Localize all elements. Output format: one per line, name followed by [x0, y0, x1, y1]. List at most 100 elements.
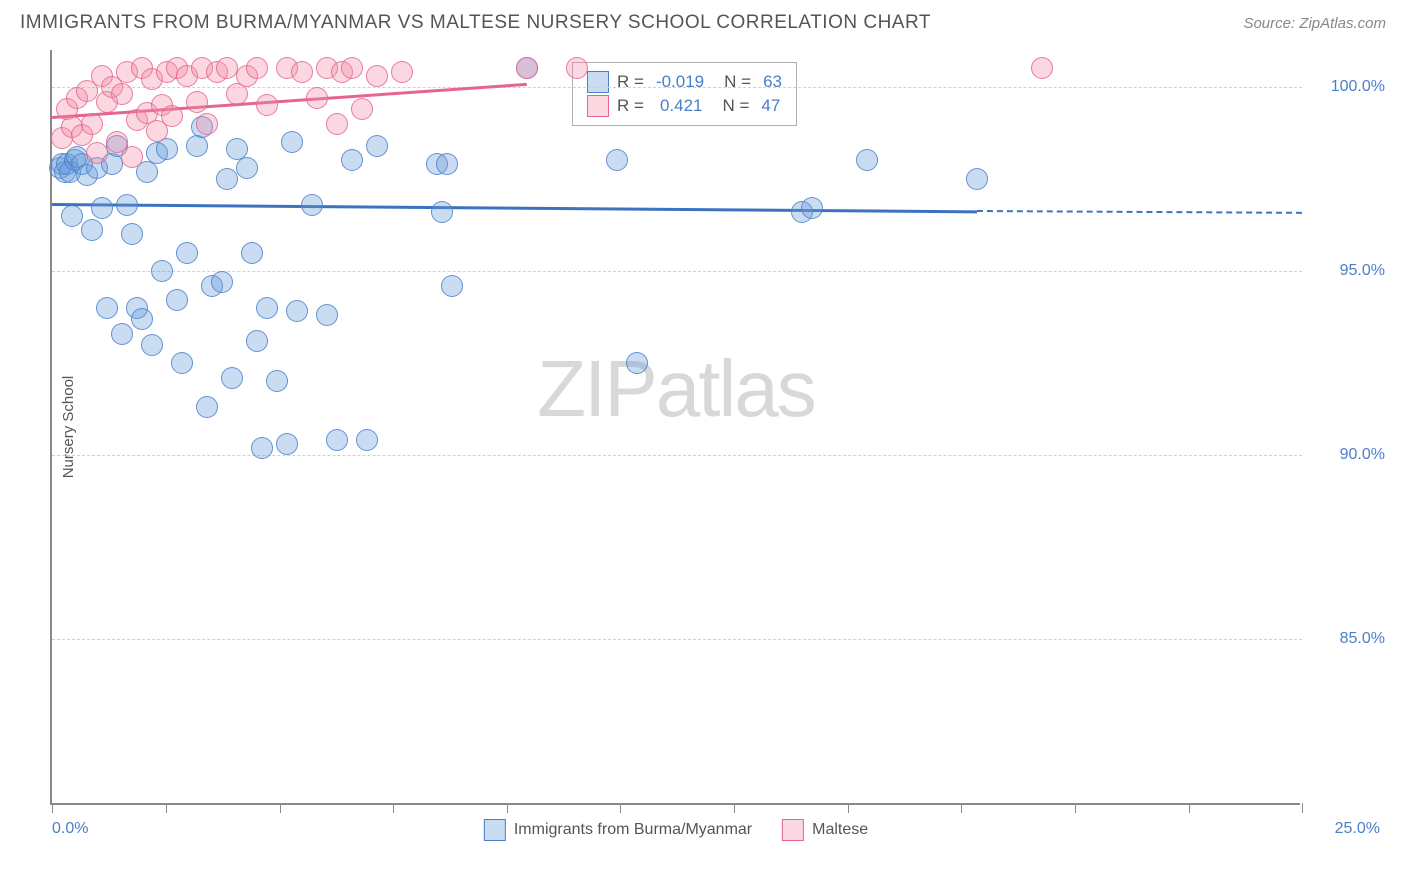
- scatter-point: [256, 297, 278, 319]
- swatch-pink-icon: [782, 819, 804, 841]
- scatter-point: [1031, 57, 1053, 79]
- scatter-point: [291, 61, 313, 83]
- xtick: [507, 803, 508, 813]
- bottom-legend: Immigrants from Burma/Myanmar Maltese: [484, 819, 868, 841]
- scatter-point: [266, 370, 288, 392]
- scatter-point: [131, 308, 153, 330]
- scatter-point: [81, 113, 103, 135]
- scatter-point: [221, 367, 243, 389]
- scatter-point: [196, 396, 218, 418]
- scatter-point: [111, 83, 133, 105]
- scatter-point: [81, 219, 103, 241]
- ytick-label: 90.0%: [1340, 446, 1385, 464]
- scatter-point: [391, 61, 413, 83]
- scatter-point: [341, 149, 363, 171]
- xaxis-min-label: 0.0%: [52, 820, 88, 838]
- scatter-point: [186, 135, 208, 157]
- xtick: [848, 803, 849, 813]
- scatter-point: [326, 113, 348, 135]
- scatter-point: [121, 223, 143, 245]
- source-label: Source: ZipAtlas.com: [1243, 15, 1386, 32]
- legend-row-blue: R = -0.019 N = 63: [587, 71, 782, 93]
- scatter-point: [966, 168, 988, 190]
- watermark: ZIPatlas: [537, 343, 814, 435]
- xtick: [1302, 803, 1303, 813]
- swatch-blue-icon: [484, 819, 506, 841]
- scatter-point: [366, 135, 388, 157]
- chart-title: IMMIGRANTS FROM BURMA/MYANMAR VS MALTESE…: [20, 12, 931, 34]
- chart-container: ZIPatlas Nursery School R = -0.019 N = 6…: [50, 50, 1390, 830]
- ytick-label: 95.0%: [1340, 262, 1385, 280]
- xtick: [52, 803, 53, 813]
- scatter-point: [121, 146, 143, 168]
- scatter-point: [436, 153, 458, 175]
- scatter-point: [116, 194, 138, 216]
- scatter-point: [516, 57, 538, 79]
- scatter-point: [431, 201, 453, 223]
- scatter-point: [216, 168, 238, 190]
- xtick: [620, 803, 621, 813]
- plot-area: ZIPatlas Nursery School R = -0.019 N = 6…: [50, 50, 1300, 805]
- gridline: [52, 639, 1302, 640]
- scatter-point: [241, 242, 263, 264]
- scatter-point: [301, 194, 323, 216]
- xtick: [734, 803, 735, 813]
- scatter-point: [86, 142, 108, 164]
- ytick-label: 85.0%: [1340, 630, 1385, 648]
- scatter-point: [196, 113, 218, 135]
- scatter-point: [286, 300, 308, 322]
- scatter-point: [316, 304, 338, 326]
- scatter-point: [111, 323, 133, 345]
- scatter-point: [341, 57, 363, 79]
- scatter-point: [166, 289, 188, 311]
- scatter-point: [236, 157, 258, 179]
- scatter-point: [801, 197, 823, 219]
- swatch-pink-icon: [587, 95, 609, 117]
- scatter-point: [256, 94, 278, 116]
- scatter-point: [211, 271, 233, 293]
- scatter-point: [566, 57, 588, 79]
- scatter-point: [246, 330, 268, 352]
- yaxis-title: Nursery School: [60, 375, 77, 478]
- scatter-point: [326, 429, 348, 451]
- legend-item-pink: Maltese: [782, 819, 868, 841]
- xtick: [1075, 803, 1076, 813]
- scatter-point: [626, 352, 648, 374]
- legend-row-pink: R = 0.421 N = 47: [587, 95, 782, 117]
- scatter-point: [276, 433, 298, 455]
- legend-item-blue: Immigrants from Burma/Myanmar: [484, 819, 752, 841]
- correlation-legend: R = -0.019 N = 63 R = 0.421 N = 47: [572, 62, 797, 126]
- scatter-point: [246, 57, 268, 79]
- trend-line: [52, 203, 977, 213]
- gridline: [52, 455, 1302, 456]
- scatter-point: [151, 260, 173, 282]
- xtick: [280, 803, 281, 813]
- scatter-point: [306, 87, 328, 109]
- trend-line-dashed: [977, 210, 1302, 214]
- scatter-point: [856, 149, 878, 171]
- scatter-point: [176, 242, 198, 264]
- gridline: [52, 271, 1302, 272]
- scatter-point: [606, 149, 628, 171]
- xtick: [961, 803, 962, 813]
- scatter-point: [351, 98, 373, 120]
- xaxis-max-label: 25.0%: [1335, 820, 1380, 838]
- scatter-point: [96, 297, 118, 319]
- scatter-point: [366, 65, 388, 87]
- scatter-point: [141, 334, 163, 356]
- scatter-point: [91, 197, 113, 219]
- scatter-point: [186, 91, 208, 113]
- scatter-point: [171, 352, 193, 374]
- scatter-point: [216, 57, 238, 79]
- scatter-point: [61, 205, 83, 227]
- xtick: [393, 803, 394, 813]
- xtick: [1189, 803, 1190, 813]
- scatter-point: [281, 131, 303, 153]
- swatch-blue-icon: [587, 71, 609, 93]
- scatter-point: [161, 105, 183, 127]
- scatter-point: [441, 275, 463, 297]
- ytick-label: 100.0%: [1331, 78, 1385, 96]
- xtick: [166, 803, 167, 813]
- scatter-point: [356, 429, 378, 451]
- scatter-point: [251, 437, 273, 459]
